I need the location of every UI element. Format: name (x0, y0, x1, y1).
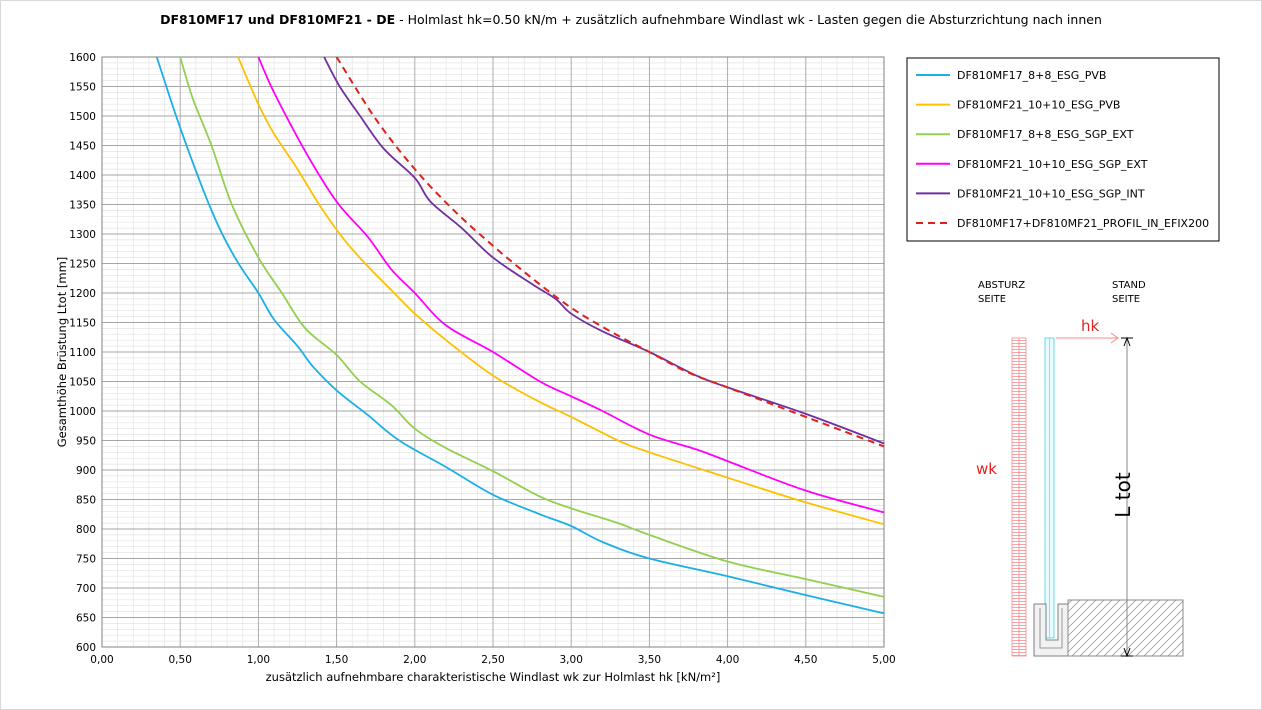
x-tick-label: 0,00 (90, 654, 113, 666)
series-line-2 (237, 56, 885, 526)
y-tick-label: 1100 (69, 347, 96, 359)
x-tick-label: 1,00 (247, 654, 270, 666)
legend-label-5: DF810MF21_10+10_ESG_SGP_INT (957, 187, 1145, 200)
chart-title-bold: DF810MF17 und DF810MF21 - DE (160, 12, 396, 27)
y-axis-tick-labels: 600 650 700 750 800 850 900 950 1000 1050 1100 1150… (69, 52, 96, 654)
legend-label-3: DF810MF17_8+8_ESG_SGP_EXT (957, 128, 1134, 141)
y-tick-label: 1300 (69, 229, 96, 241)
y-tick-label: 1150 (69, 318, 96, 330)
absturz-label-line2: SEITE (978, 294, 1006, 305)
y-tick-label: 1250 (69, 259, 96, 271)
ltot-arrow-bottom (1123, 647, 1131, 658)
y-tick-label: 750 (76, 554, 96, 566)
legend-box (906, 57, 1220, 242)
y-tick-label: 900 (76, 465, 96, 477)
base-profile-inner (1039, 608, 1063, 649)
x-tick-label: 4,50 (794, 654, 817, 666)
series-line-3 (179, 56, 885, 598)
plot-area-border (101, 56, 885, 648)
ltot-label: L tot (1111, 472, 1135, 518)
series-lines (155, 56, 885, 615)
base-profile (1033, 603, 1069, 657)
wk-label: wk (976, 460, 997, 478)
x-tick-label: 3,50 (638, 654, 661, 666)
y-tick-label: 1350 (69, 200, 96, 212)
chart-title-rest: - Holmlast hk=0.50 kN/m + zusätzlich auf… (395, 12, 1102, 27)
x-tick-label: 2,50 (481, 654, 504, 666)
y-tick-label: 1600 (69, 52, 96, 64)
slab (1067, 599, 1184, 657)
series-line-4 (257, 56, 885, 514)
stand-label-line2: SEITE (1112, 294, 1140, 305)
absturz-label-line1: ABSTURZ (978, 280, 1025, 291)
x-axis-tick-labels: 0,00 0,50 1,00 1,50 2,00 2,50 3,00 3,50 4,00 4,50… (90, 654, 895, 666)
chart-title: DF810MF17 und DF810MF21 - DE - Holmlast … (0, 12, 1262, 27)
y-tick-label: 1550 (69, 82, 96, 94)
hk-arrow-head (1110, 332, 1119, 344)
x-tick-label: 0,50 (169, 654, 192, 666)
x-tick-label: 2,00 (403, 654, 426, 666)
y-tick-label: 1000 (69, 406, 96, 418)
y-tick-label: 650 (76, 613, 96, 625)
series-line-1 (155, 56, 885, 615)
y-tick-label: 1200 (69, 288, 96, 300)
x-tick-label: 3,00 (560, 654, 583, 666)
ltot-arrow-top (1123, 336, 1131, 347)
y-tick-label: 1050 (69, 377, 96, 389)
x-axis-label: zusätzlich aufnehmbare charakteristische… (266, 670, 721, 684)
y-tick-label: 600 (76, 642, 96, 654)
y-tick-label: 800 (76, 524, 96, 536)
y-tick-label: 1400 (69, 170, 96, 182)
y-tick-label: 850 (76, 495, 96, 507)
railing-diagram: ABSTURZ SEITE STAND SEITE wk hk L tot (976, 280, 1184, 658)
series-line-6 (335, 56, 885, 448)
hk-label: hk (1081, 317, 1100, 335)
x-tick-label: 1,50 (325, 654, 348, 666)
x-tick-label: 5,00 (872, 654, 895, 666)
y-axis-label: Gesamthöhe Brüstung Ltot [mm] (55, 257, 69, 448)
y-tick-label: 950 (76, 436, 96, 448)
legend-label-4: DF810MF21_10+10_ESG_SGP_EXT (957, 158, 1148, 171)
y-tick-label: 1450 (69, 141, 96, 153)
x-tick-label: 4,00 (716, 654, 739, 666)
y-tick-label: 1500 (69, 111, 96, 123)
legend-label-1: DF810MF17_8+8_ESG_PVB (957, 69, 1106, 82)
y-tick-label: 700 (76, 583, 96, 595)
legend-label-2: DF810MF21_10+10_ESG_PVB (957, 99, 1120, 112)
series-line-5 (323, 56, 885, 445)
stand-label-line1: STAND (1112, 280, 1146, 291)
legend-label-6: DF810MF17+DF810MF21_PROFIL_IN_EFIX200 (957, 217, 1209, 230)
legend: DF810MF17_8+8_ESG_PVB DF810MF21_10+10_ESG… (906, 57, 1220, 242)
